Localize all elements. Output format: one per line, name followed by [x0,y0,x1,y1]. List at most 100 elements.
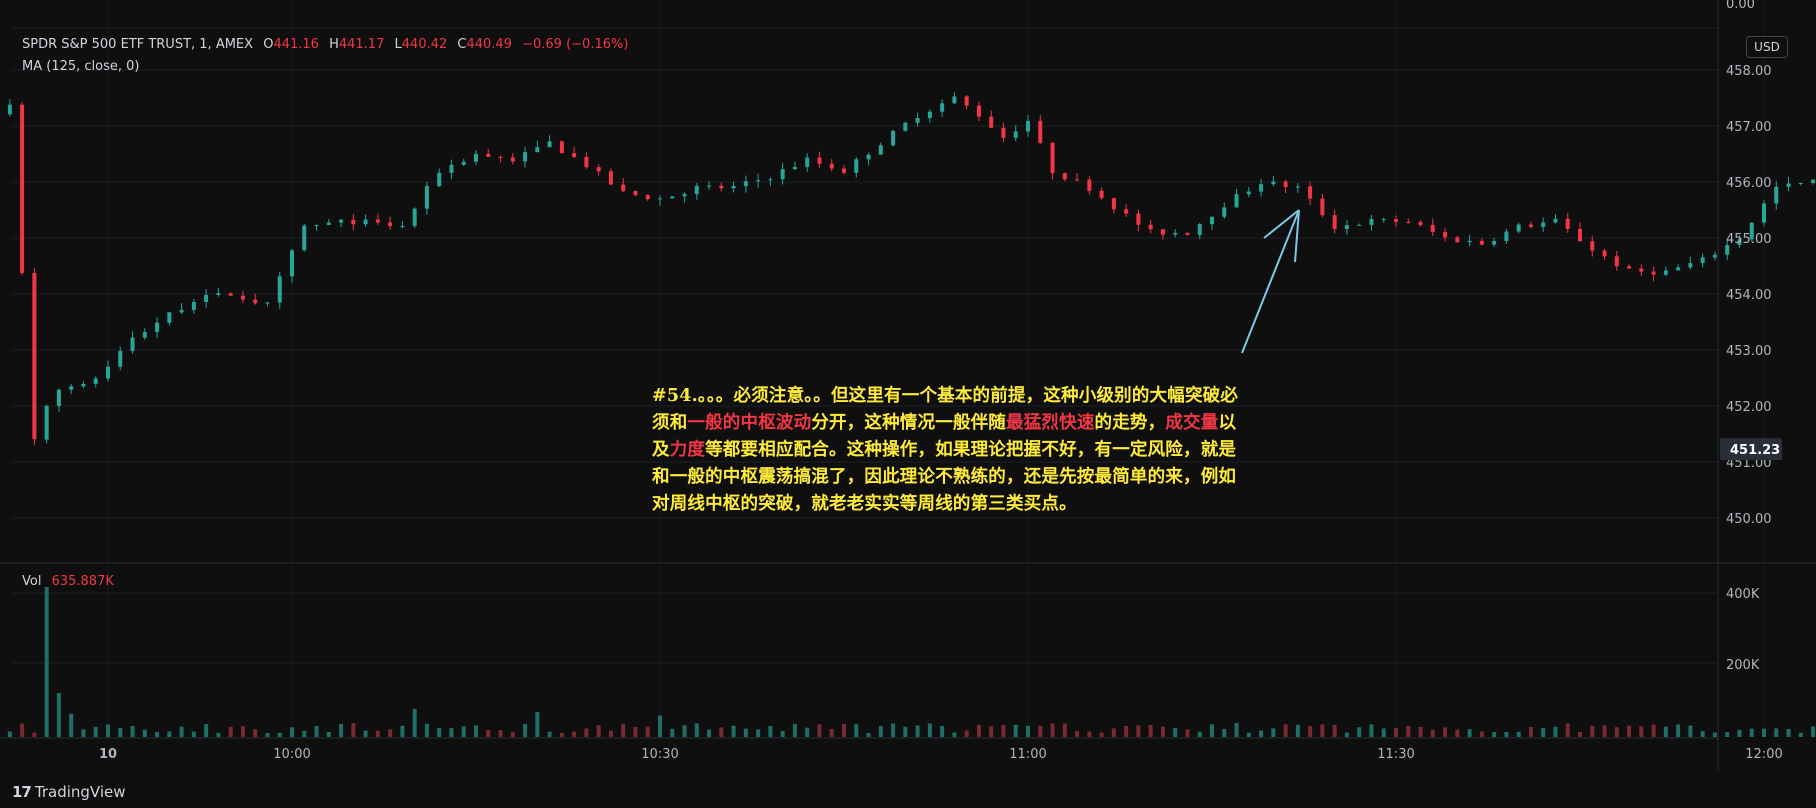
candle-body [351,219,356,225]
volume-bar [817,724,822,737]
candle-body [1136,213,1141,225]
volume-bar [608,730,613,737]
volume-bar [228,726,233,737]
volume-bar [1590,725,1595,737]
volume-bar [339,724,344,737]
candle-body [1651,271,1656,275]
candle-body [1160,229,1165,235]
candle-body [817,157,822,164]
candle-body [1430,224,1435,233]
candle-body [1197,224,1202,235]
candle-body [1455,237,1460,243]
time-tick-label: 12:00 [1745,747,1782,762]
volume-bar [1712,732,1717,737]
volume-bar [56,693,61,737]
volume-bar [216,732,221,737]
arrow-head-right [1294,209,1300,263]
candle-body [228,293,233,296]
volume-bar [1528,726,1533,737]
candle-body [1479,240,1484,245]
volume-bar [155,731,160,737]
candle-body [277,276,282,303]
ma-legend[interactable]: MA (125, close, 0) [22,59,140,74]
candle-body [1737,239,1742,246]
candle-body [1418,221,1423,225]
price-tick-label: 452.00 [1726,400,1772,415]
candle-body [1013,131,1018,138]
volume-bar [829,729,834,737]
volume-bar [743,728,748,737]
volume-bar [976,724,981,737]
volume-bar [694,723,699,737]
volume-bar [486,730,491,737]
volume-legend[interactable]: Vol 635.887K [22,574,114,589]
volume-bar [1124,725,1129,737]
price-tick-label: 450.00 [1726,512,1772,527]
volume-bar [1443,727,1448,737]
candle-body [191,301,196,310]
candle-body [302,225,307,251]
close-label: C [457,37,467,52]
candle-body [326,222,331,225]
time-tick-label: 10:00 [273,747,310,762]
candle-body [670,196,675,199]
volume-bar [424,723,429,737]
volume-bar [756,729,761,737]
volume-bar [633,726,638,737]
volume-bar [682,725,687,737]
candle-body [1676,267,1681,271]
volume-bar [1418,726,1423,737]
candle-body [1308,186,1313,199]
arrow-head-left [1263,209,1300,239]
volume-bar [106,724,110,737]
price-tick-label: 453.00 [1726,344,1772,359]
candle-body [1246,191,1251,195]
volume-bar [1246,732,1251,737]
candle-body [56,389,61,406]
volume-tick-label: 400K [1726,587,1760,602]
volume-bar [1467,729,1472,737]
candle-body [412,208,417,226]
candle-body [1381,219,1386,221]
candle-body [976,105,981,117]
volume-bar [1185,729,1190,737]
candle-body [719,185,724,189]
volume-bar [719,727,724,737]
candle-body [1185,232,1190,235]
volume-bar [952,732,957,737]
volume-bar [461,726,466,737]
candle-body [891,130,896,146]
candle-body [1590,241,1595,251]
candle-body [81,383,86,387]
volume-bar [1492,732,1497,737]
candle-body [486,153,491,157]
candle-body [1811,179,1816,184]
volume-bar [1160,726,1165,737]
price-tick-label: 457.00 [1726,120,1772,135]
tradingview-brand[interactable]: 17 TradingView [12,783,126,801]
candle-body [339,219,344,223]
volume-bar [707,729,712,737]
volume-bar [1111,728,1116,737]
candle-body [253,299,258,304]
candle-body [449,164,454,173]
volume-bar [572,731,577,737]
volume-bar [940,725,945,737]
volume-bar [363,730,368,737]
candle-body [1602,250,1607,257]
volume-bar [645,726,650,737]
candle-body [265,302,270,304]
volume-bar [927,723,932,737]
candle-body [1210,216,1214,225]
currency-button[interactable]: USD [1746,36,1788,58]
candle-body [596,167,601,172]
candle-body [461,161,466,165]
candle-body [375,219,380,223]
volume-bar [130,725,135,737]
candle-body [1786,183,1791,187]
volume-bar [989,726,994,737]
candle-body [1087,179,1092,191]
candle-body [829,163,834,169]
open-value: 441.16 [273,37,319,52]
